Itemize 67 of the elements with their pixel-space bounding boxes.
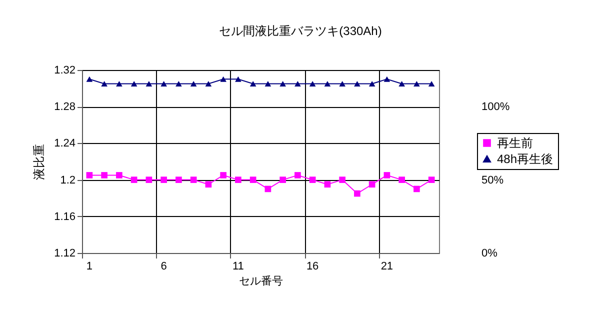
point [324,181,331,188]
point [176,80,182,86]
point [428,80,435,86]
x-tick-label: 11 [232,260,244,272]
y-tick-label: 1.24 [54,138,76,150]
legend-label: 再生前 [497,136,533,150]
point [205,181,212,188]
x-axis-title: セル番号 [239,274,283,288]
point [190,80,197,86]
point [280,80,286,86]
legend-label: 48h再生後 [497,152,554,166]
point [146,80,152,86]
point [101,172,108,178]
point [324,80,331,86]
point [101,80,108,86]
x-tick-label: 1 [86,260,92,272]
x-tick-label: 16 [306,260,319,272]
point [339,176,346,183]
point [116,172,122,178]
point [235,76,242,82]
point [414,80,420,86]
point [309,80,316,86]
point [160,176,167,183]
point [86,172,93,178]
point [398,80,405,86]
chart-title: セル間液比重バラツキ(330Ah) [219,24,382,38]
y-tick-label: 1.16 [54,210,76,223]
y2-tick-label: 100% [482,101,510,114]
point [116,80,122,86]
x-tick-label: 6 [160,260,167,272]
point [294,80,301,86]
point [264,80,272,86]
point [250,176,256,183]
point [130,176,138,183]
y-tick-label: 1.28 [54,101,76,114]
point [250,80,256,86]
point [354,190,360,197]
point [398,176,405,183]
y2-tick-label: 0% [482,248,498,260]
x-tick-label: 21 [380,260,394,272]
point [368,80,376,86]
y-axis-title: 液比重 [32,144,46,180]
point [414,186,420,192]
point [339,80,346,86]
y-tick-label: 1.12 [54,248,76,260]
point [190,176,197,183]
y-tick-label: 1.2 [60,174,76,186]
point [354,80,360,86]
point [220,172,226,178]
point [160,80,167,86]
point [146,176,152,183]
point [384,172,390,178]
point [130,80,138,86]
point [86,76,93,82]
y2-tick-label: 50% [482,174,504,186]
point [205,80,212,86]
point [368,181,376,188]
point [428,176,435,183]
point [384,76,390,82]
point [264,186,272,192]
point [235,176,242,183]
y-tick-label: 1.32 [54,64,76,76]
point [176,176,182,183]
point [309,176,316,183]
point [220,76,226,82]
point [294,172,301,178]
point [280,176,286,183]
